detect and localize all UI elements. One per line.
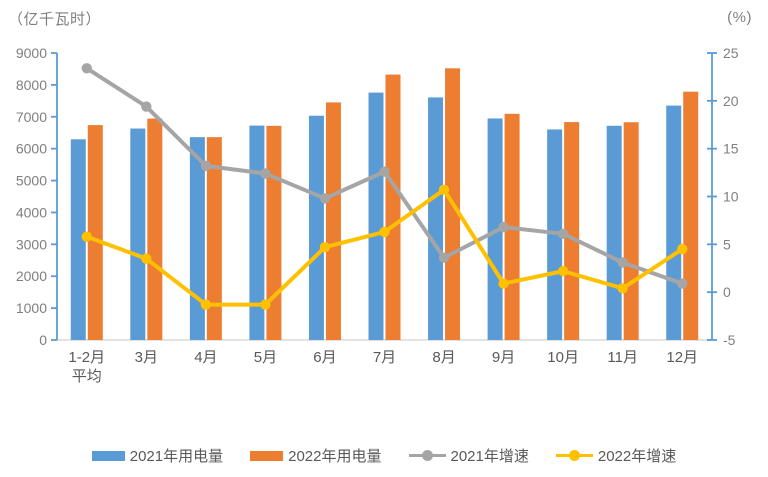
legend-item-2021-consumption: 2021年用电量 (91, 445, 224, 466)
right-axis-tick-label: 20 (723, 93, 739, 109)
legend-label: 2021年增速 (450, 448, 529, 465)
legend-line-swatch (555, 450, 593, 461)
x-axis-label-1: 3月 (135, 349, 158, 366)
left-axis-tick-label: 2000 (16, 268, 47, 284)
legend-item-2022-consumption: 2022年用电量 (250, 445, 382, 466)
left-axis-tick-label: 3000 (16, 236, 47, 252)
point-2021-growth-7 (498, 221, 509, 233)
bar-2022-consumption-5 (385, 74, 401, 341)
point-2022-growth-6 (438, 184, 450, 196)
bar-2021-consumption-9 (606, 125, 622, 340)
point-2021-growth-8 (557, 228, 569, 240)
bar-2021-consumption-6 (428, 97, 444, 340)
right-axis-tick-label: -5 (723, 332, 736, 348)
left-axis-tick-label: 8000 (16, 77, 47, 93)
right-axis-tick-label: 5 (723, 236, 731, 252)
point-2022-growth-3 (260, 299, 271, 310)
left-axis-tick-label: 5000 (16, 173, 47, 189)
bar-2022-consumption-0 (87, 125, 103, 341)
point-2022-growth-7 (498, 278, 509, 289)
bar-2022-consumption-8 (564, 122, 580, 340)
point-2022-growth-1 (141, 253, 152, 264)
x-axis-label-0: 1-2月平均 (68, 349, 105, 385)
point-2022-growth-4 (319, 242, 331, 253)
point-2022-growth-2 (200, 299, 212, 310)
point-2022-growth-8 (557, 265, 569, 277)
right-axis-tick-label: 0 (723, 284, 731, 300)
x-axis-label-10: 12月 (666, 349, 698, 366)
legend-label: 2022年用电量 (288, 448, 382, 465)
left-axis-tick-label: 6000 (16, 141, 47, 157)
point-2021-growth-3 (260, 168, 271, 179)
x-axis-label-7: 9月 (492, 349, 515, 366)
bar-2021-consumption-10 (666, 105, 682, 340)
bar-2022-consumption-1 (147, 118, 163, 340)
point-2021-growth-4 (319, 193, 331, 204)
bar-2022-consumption-4 (325, 102, 341, 340)
bar-2022-consumption-2 (206, 137, 222, 340)
point-2021-growth-9 (617, 257, 628, 268)
bar-2021-consumption-5 (368, 92, 384, 340)
right-axis-tick-label: 15 (723, 141, 739, 157)
left-axis-tick-label: 1000 (16, 300, 47, 316)
right-axis-unit-label: (%) (727, 9, 752, 26)
left-axis-tick-label: 4000 (16, 204, 47, 220)
bar-2021-consumption-0 (70, 139, 86, 340)
bar-2022-consumption-10 (683, 91, 699, 341)
x-axis-label-6: 8月 (432, 349, 455, 366)
x-axis-label-8: 10月 (547, 349, 579, 366)
point-2022-growth-5 (379, 226, 390, 238)
legend-line-swatch (408, 450, 446, 461)
bar-2021-consumption-4 (308, 115, 324, 341)
point-2021-growth-2 (200, 160, 212, 172)
right-axis-tick-label: 25 (723, 45, 739, 61)
x-axis-label-2: 4月 (194, 349, 217, 366)
point-2021-growth-10 (677, 278, 688, 289)
x-axis-label-3: 5月 (254, 349, 277, 366)
point-2022-growth-0 (81, 231, 92, 242)
x-axis-label-4: 6月 (313, 349, 336, 366)
legend-line-marker (568, 450, 580, 461)
legend-bar-swatch (250, 450, 284, 461)
left-axis-tick-label: 9000 (16, 45, 47, 61)
legend: 2021年用电量 2022年用电量 2021年增速 2022年增速 (0, 445, 768, 466)
bar-2021-consumption-2 (189, 137, 205, 340)
legend-bar-swatch (91, 450, 125, 461)
electricity-consumption-combo-chart: 0 1000 2000 3000 4000 5000 6000 7000 8000 9000 -5 0… (16, 45, 739, 385)
point-2021-growth-0 (81, 63, 92, 74)
point-2021-growth-6 (438, 252, 450, 263)
legend-item-2022-growth: 2022年增速 (555, 445, 677, 466)
legend-item-2021-growth: 2021年增速 (408, 445, 529, 466)
left-axis-unit-label: （亿千瓦时） (8, 11, 102, 28)
legend-line-marker (421, 450, 433, 461)
legend-label: 2021年用电量 (129, 448, 224, 465)
left-axis-tick-label: 7000 (16, 109, 47, 125)
x-axis-label-9: 11月 (607, 349, 638, 366)
point-2021-growth-1 (141, 101, 152, 112)
right-axis-tick-label: 10 (723, 189, 739, 205)
left-axis-tick-label: 0 (39, 332, 47, 348)
point-2021-growth-5 (379, 166, 390, 177)
bar-2021-consumption-1 (130, 128, 146, 340)
point-2022-growth-9 (617, 283, 628, 294)
point-2022-growth-10 (677, 243, 688, 255)
x-axis-label-5: 7月 (373, 349, 396, 366)
legend-label: 2022年增速 (597, 448, 677, 465)
bar-2021-consumption-3 (249, 125, 265, 341)
bar-2022-consumption-9 (623, 122, 639, 340)
